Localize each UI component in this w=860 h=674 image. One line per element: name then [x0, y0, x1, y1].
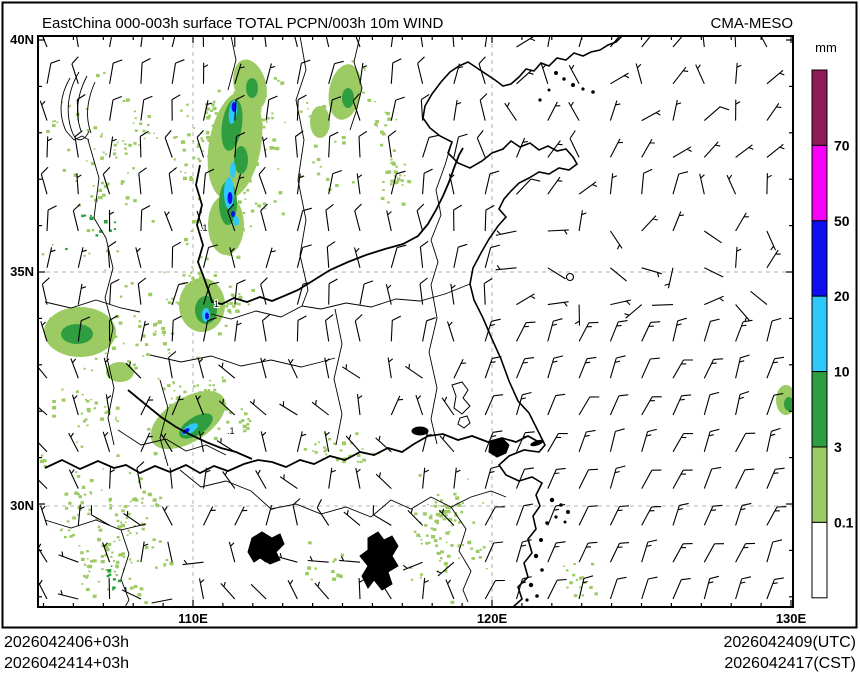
lon-label-120e: 120E	[477, 611, 508, 626]
svg-text:50: 50	[834, 213, 850, 229]
svg-text:20: 20	[834, 288, 850, 304]
init-time-line2: 2026042414+03h	[4, 655, 129, 672]
svg-text:1: 1	[214, 299, 219, 309]
calm-wind-circle	[565, 272, 575, 282]
colorbar-unit: mm	[815, 40, 837, 55]
init-time-line1: 2026042406+03h	[4, 634, 129, 651]
colorbar: mm 70 50 20 10 3 0.1	[811, 40, 854, 599]
map-border	[37, 35, 794, 608]
map-content: .1 1 .1	[39, 37, 792, 606]
lat-label-35n: 35N	[10, 264, 34, 279]
lat-label-40n: 40N	[10, 32, 34, 47]
lon-axis-labels: 110E 120E 130E	[178, 611, 806, 626]
lat-label-30n: 30N	[10, 498, 34, 513]
svg-text:10: 10	[834, 364, 850, 380]
svg-text:.1: .1	[200, 223, 208, 233]
valid-time-utc: 2026042409(UTC)	[723, 634, 856, 651]
coastline	[422, 37, 623, 606]
rivers	[44, 147, 538, 475]
geography-layer	[44, 37, 623, 606]
province-boundaries	[44, 37, 507, 606]
contour-labels: .1 1 .1	[199, 222, 236, 437]
lon-label-130e: 130E	[776, 611, 807, 626]
axis-ticks	[38, 36, 793, 607]
footer: 2026042406+03h 2026042414+03h 2026042409…	[4, 634, 856, 672]
svg-text:.1: .1	[227, 426, 235, 436]
svg-text:0.1: 0.1	[834, 514, 854, 530]
islands	[525, 71, 595, 602]
colorbar-labels: 70 50 20 10 3 0.1	[834, 137, 854, 530]
valid-time-cst: 2026042417(CST)	[724, 655, 856, 672]
svg-text:3: 3	[834, 439, 842, 455]
colorbar-cells	[811, 69, 828, 599]
precip-speckles	[40, 60, 598, 604]
svg-text:70: 70	[834, 137, 850, 153]
page-title: EastChina 000-003h surface TOTAL PCPN/00…	[42, 15, 443, 32]
lat-axis-labels: 40N 35N 30N	[10, 32, 34, 513]
model-name: CMA-MESO	[711, 15, 794, 32]
lon-label-110e: 110E	[178, 611, 208, 626]
